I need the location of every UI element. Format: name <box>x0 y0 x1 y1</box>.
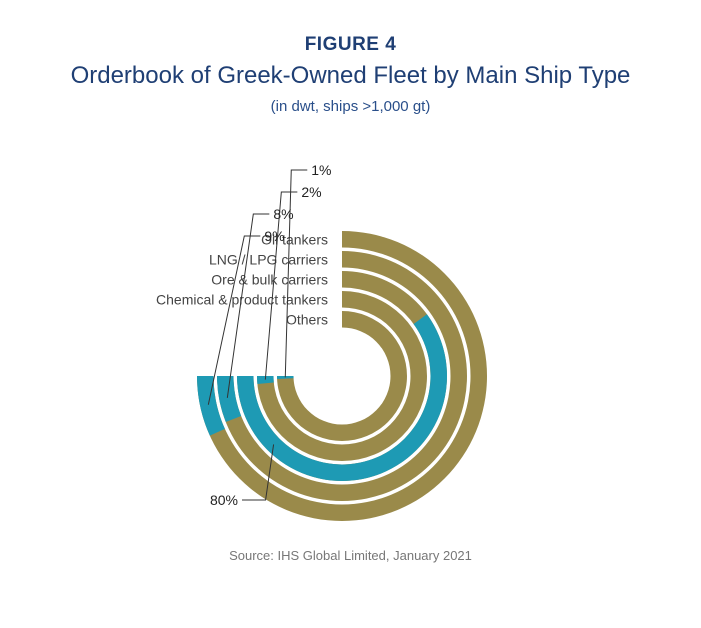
leader-line-1 <box>226 213 270 398</box>
leader-line-0 <box>207 235 261 405</box>
figure-label: FIGURE 4 <box>304 34 397 55</box>
value-arc-1 <box>217 376 242 423</box>
value-label-3: 2% <box>301 184 321 200</box>
chart-rings <box>197 231 487 521</box>
category-label-2: Ore & bulk carriers <box>211 271 328 287</box>
ring-track-4 <box>277 311 407 441</box>
value-arc-3 <box>257 376 274 384</box>
leader-line-2 <box>242 444 275 501</box>
value-arc-4 <box>277 376 294 380</box>
value-arc-0 <box>197 376 225 436</box>
category-label-4: Others <box>286 311 328 327</box>
ring-track-1 <box>217 251 467 501</box>
value-label-4: 1% <box>311 162 331 178</box>
value-arc-2 <box>237 314 448 482</box>
leader-line-4 <box>284 169 308 378</box>
value-label-2: 80% <box>210 492 238 508</box>
category-label-3: Chemical & product tankers <box>156 291 328 307</box>
value-label-0: 9% <box>264 228 284 244</box>
chart-title: Orderbook of Greek-Owned Fleet by Main S… <box>70 62 631 89</box>
chart-subtitle: (in dwt, ships >1,000 gt) <box>270 98 431 115</box>
value-label-1: 8% <box>273 206 293 222</box>
category-label-1: LNG / LPG carriers <box>209 251 328 267</box>
source-note: Source: IHS Global Limited, January 2021 <box>229 548 472 563</box>
leader-line-3 <box>264 191 298 380</box>
value-labels: 9% 8% 80% 2% 1% <box>207 162 332 508</box>
